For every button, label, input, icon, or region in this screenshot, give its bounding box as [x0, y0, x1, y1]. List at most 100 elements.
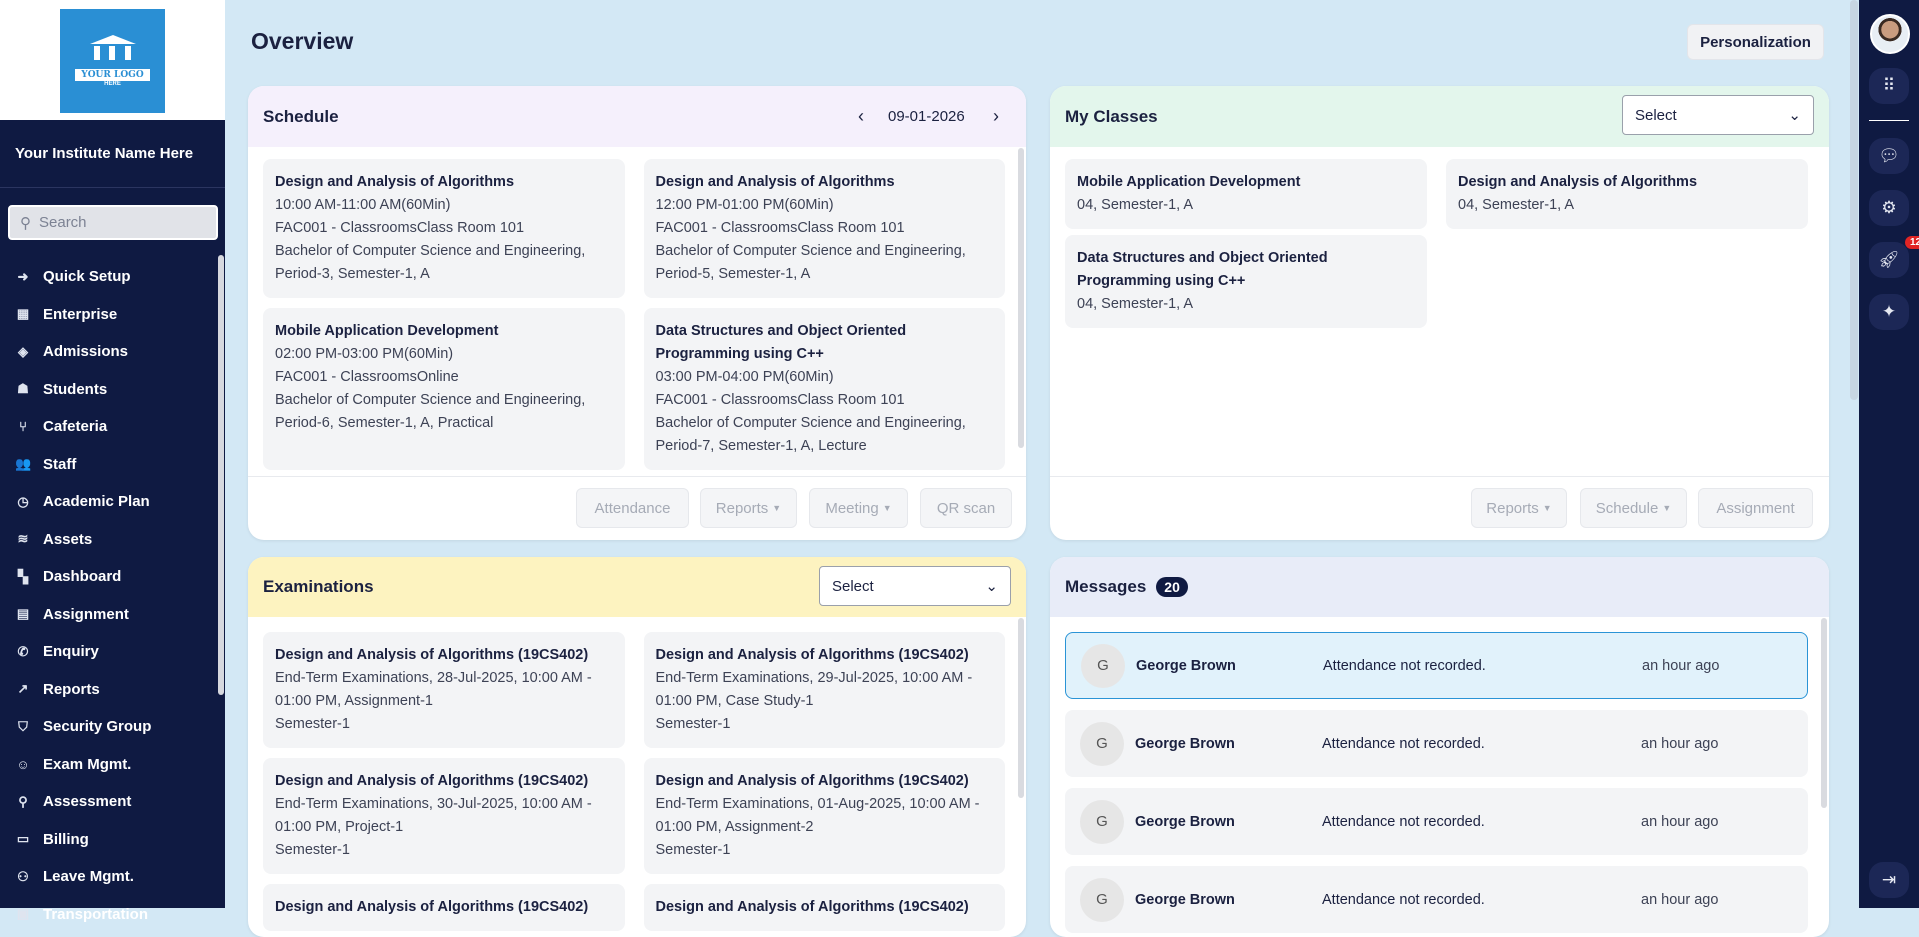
class-card[interactable]: Data Structures and Object Oriented Prog…	[1065, 235, 1427, 328]
sidebar-item-reports[interactable]: ↗ Reports	[0, 671, 218, 709]
avatar: G	[1081, 643, 1125, 688]
sidebar-scrollbar[interactable]	[218, 255, 224, 695]
schedule-list: Design and Analysis of Algorithms 10:00 A…	[263, 159, 1005, 470]
messages-scrollbar[interactable]	[1821, 618, 1827, 808]
sidebar-item-assignment[interactable]: ▤ Assignment	[0, 596, 218, 634]
sidebar-item-assessment[interactable]: ⚲ Assessment	[0, 783, 218, 821]
card-title: Design and Analysis of Algorithms (19CS4…	[275, 647, 589, 663]
exam-card[interactable]: Design and Analysis of Algorithms (19CS4…	[643, 632, 1005, 748]
attendance-button[interactable]: Attendance	[576, 488, 689, 528]
sidebar-item-transportation[interactable]: ▣ Transportation	[0, 896, 218, 934]
class-card[interactable]: Mobile Application Development 04, Semest…	[1065, 159, 1427, 229]
reports-dropdown-button[interactable]: Reports ▼	[700, 488, 797, 528]
chat-icon[interactable]: 💬︎	[1869, 138, 1909, 174]
chevron-down-icon: ⌄	[1788, 107, 1801, 124]
sidebar-item-assets[interactable]: ≋ Assets	[0, 521, 218, 559]
user-avatar[interactable]	[1870, 14, 1910, 54]
schedule-dropdown-button[interactable]: Schedule ▼	[1580, 488, 1687, 528]
exam-card[interactable]: Design and Analysis of Algorithms (19CS4…	[263, 632, 625, 748]
message-item[interactable]: G George Brown Attendance not recorded. an …	[1065, 866, 1808, 933]
caret-down-icon: ▼	[1542, 503, 1552, 513]
message-item[interactable]: G George Brown Attendance not recorded. an …	[1065, 710, 1808, 777]
card-detail: Bachelor of Computer Science and Enginee…	[655, 243, 966, 282]
card-detail: Semester-1	[655, 842, 731, 858]
sidebar-item-label: Dashboard	[43, 568, 122, 586]
examinations-panel: Examinations Select ⌄ Design and Analysis…	[248, 557, 1026, 937]
caret-down-icon: ▼	[882, 503, 892, 513]
sidebar-item-academic-plan[interactable]: ◷ Academic Plan	[0, 483, 218, 521]
my-classes-title: My Classes	[1065, 106, 1158, 126]
examinations-select[interactable]: Select ⌄	[819, 566, 1011, 606]
card-title: Data Structures and Object Oriented Prog…	[655, 323, 907, 362]
message-time: an hour ago	[1641, 813, 1719, 830]
shield-icon: ⛉	[18, 718, 28, 734]
sidebar-item-staff[interactable]: 👥 Staff	[0, 446, 218, 484]
message-text: Attendance not recorded.	[1322, 891, 1485, 908]
sidebar-item-enterprise[interactable]: ▦ Enterprise	[0, 296, 218, 334]
rocket-icon[interactable]: 🚀︎	[1869, 242, 1909, 278]
sign-in-icon: ➜	[17, 268, 29, 284]
chart-up-icon: ↗	[17, 681, 29, 697]
card-detail: Bachelor of Computer Science and Enginee…	[275, 243, 586, 282]
caret-down-icon: ▼	[1662, 503, 1672, 513]
schedule-card[interactable]: Mobile Application Development 02:00 PM-0…	[263, 308, 625, 470]
messages-title: Messages	[1065, 577, 1147, 596]
message-time: an hour ago	[1641, 735, 1719, 752]
qr-scan-button[interactable]: QR scan	[920, 488, 1012, 528]
schedule-card[interactable]: Data Structures and Object Oriented Prog…	[643, 308, 1005, 470]
sidebar-item-enquiry[interactable]: ✆ Enquiry	[0, 633, 218, 671]
sidebar-item-billing[interactable]: ▭ Billing	[0, 821, 218, 859]
sidebar-item-leave-mgmt[interactable]: ⚇ Leave Mgmt.	[0, 858, 218, 896]
sidebar-item-cafeteria[interactable]: ⑂ Cafeteria	[0, 408, 218, 446]
card-detail: 10:00 AM-11:00 AM(60Min)	[275, 197, 451, 213]
search-input[interactable]: ⚲ Search	[8, 205, 218, 240]
logout-icon[interactable]: ⇥	[1869, 862, 1909, 898]
sidebar-item-quick-setup[interactable]: ➜ Quick Setup	[0, 258, 218, 296]
utensils-icon: ⑂	[19, 419, 27, 435]
users-icon: 👥	[15, 456, 32, 472]
card-detail: FAC001 - ClassroomsClass Room 101	[655, 220, 905, 236]
divider	[1869, 120, 1909, 121]
card-detail: Bachelor of Computer Science and Enginee…	[655, 415, 966, 454]
card-detail: FAC001 - ClassroomsClass Room 101	[275, 220, 525, 236]
institute-logo[interactable]: YOUR LOGO HERE	[60, 9, 165, 113]
card-title: Mobile Application Development	[1077, 174, 1301, 190]
personalization-button[interactable]: Personalization	[1687, 24, 1824, 60]
sidebar-item-label: Exam Mgmt.	[43, 755, 132, 773]
schedule-card[interactable]: Design and Analysis of Algorithms 12:00 P…	[643, 159, 1005, 298]
sidebar-item-label: Reports	[43, 680, 100, 698]
gear-icon[interactable]: ⚙	[1869, 190, 1909, 226]
meeting-dropdown-button[interactable]: Meeting ▼	[809, 488, 908, 528]
sparkles-icon[interactable]: ✦	[1869, 294, 1909, 330]
sidebar-item-admissions[interactable]: ◈ Admissions	[0, 333, 218, 371]
examinations-scrollbar[interactable]	[1018, 618, 1024, 798]
schedule-card[interactable]: Design and Analysis of Algorithms 10:00 A…	[263, 159, 625, 298]
database-icon: ≋	[17, 531, 29, 547]
sidebar-item-label: Assignment	[43, 605, 129, 623]
sidebar-item-dashboard[interactable]: ▚ Dashboard	[0, 558, 218, 596]
exam-card[interactable]: Design and Analysis of Algorithms (19CS4…	[263, 758, 625, 874]
prev-date-icon[interactable]: ‹	[858, 106, 864, 126]
exam-card[interactable]: Design and Analysis of Algorithms (19CS4…	[643, 758, 1005, 874]
next-date-icon[interactable]: ›	[993, 106, 999, 126]
sidebar-item-security-group[interactable]: ⛉ Security Group	[0, 708, 218, 746]
reports-label: Reports	[715, 499, 769, 517]
sidebar-item-label: Leave Mgmt.	[43, 868, 134, 886]
avatar: G	[1080, 877, 1124, 922]
reports-dropdown-button[interactable]: Reports ▼	[1471, 488, 1567, 528]
avatar: G	[1080, 799, 1124, 844]
classes-select[interactable]: Select ⌄	[1622, 95, 1814, 135]
class-card[interactable]: Design and Analysis of Algorithms 04, Sem…	[1446, 159, 1808, 229]
schedule-scrollbar[interactable]	[1018, 148, 1024, 448]
assignment-button[interactable]: Assignment	[1698, 488, 1813, 528]
sidebar-item-exam-mgmt[interactable]: ☺ Exam Mgmt.	[0, 746, 218, 784]
apps-grid-icon[interactable]: ⠿	[1869, 68, 1909, 104]
messages-header: Messages 20	[1050, 557, 1829, 617]
sidebar-item-students[interactable]: ☗ Students	[0, 371, 218, 409]
message-item[interactable]: G George Brown Attendance not recorded. an …	[1065, 632, 1808, 699]
schedule-date: 09-01-2026	[888, 108, 965, 125]
page-scrollbar[interactable]	[1850, 0, 1858, 400]
logo-text: YOUR LOGO	[75, 69, 150, 81]
card-title: Data Structures and Object Oriented Prog…	[1077, 250, 1328, 289]
message-item[interactable]: G George Brown Attendance not recorded. an …	[1065, 788, 1808, 855]
